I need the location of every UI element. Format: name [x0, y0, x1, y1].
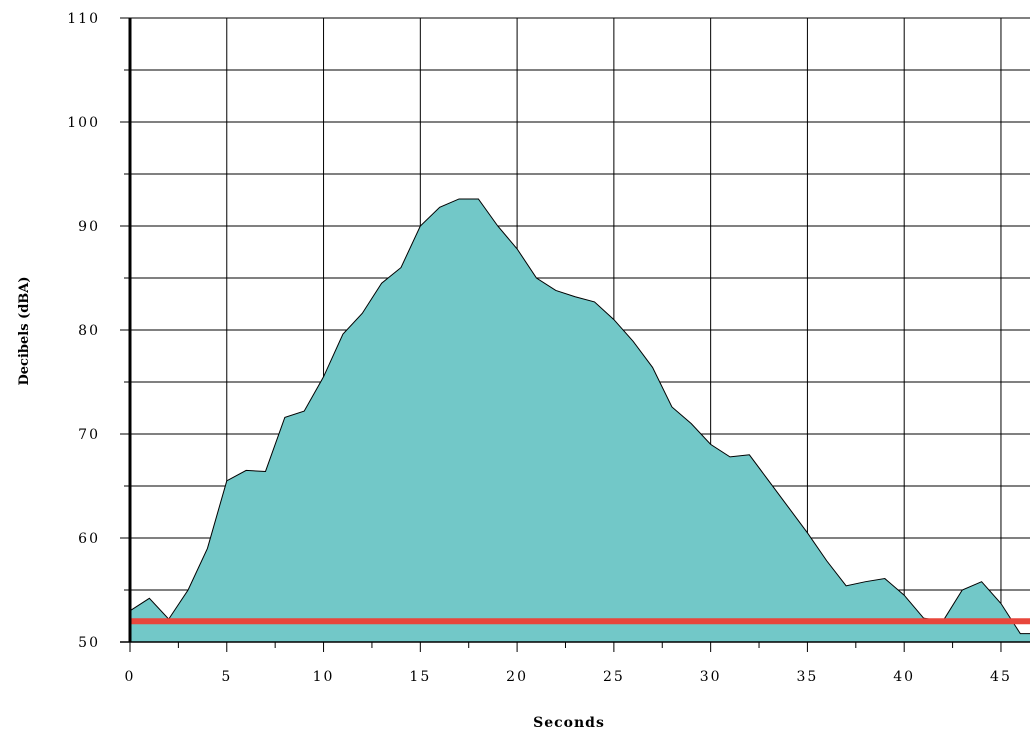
y-tick-label: 60 [78, 531, 100, 547]
x-tick-label: 15 [409, 669, 431, 685]
y-tick-label: 50 [78, 635, 100, 651]
x-tick-label: 35 [797, 669, 819, 685]
area-series [129, 198, 1030, 642]
y-tick-label: 70 [78, 427, 100, 443]
x-tick-label: 10 [313, 669, 335, 685]
x-tick-label: 25 [603, 669, 625, 685]
y-tick-label: 100 [67, 115, 100, 131]
x-tick-label: 0 [125, 669, 136, 685]
area-fill [130, 198, 1030, 642]
axes [120, 17, 1030, 652]
area-outline [129, 198, 1030, 635]
x-tick-label: 5 [221, 669, 232, 685]
y-tick-label: 90 [78, 219, 100, 235]
x-axis-title: Seconds [533, 715, 605, 731]
y-tick-label: 110 [67, 11, 100, 27]
x-tick-label: 30 [700, 669, 722, 685]
y-axis-title: Decibels (dBA) [17, 276, 32, 385]
x-tick-label: 45 [990, 669, 1012, 685]
tick-labels: 50 60 70 80 90 100 110 0 5 10 15 20 25 30 35 40 45 [67, 11, 1012, 685]
x-tick-label: 40 [893, 669, 915, 685]
x-tick-label: 20 [506, 669, 528, 685]
y-tick-label: 80 [78, 323, 100, 339]
